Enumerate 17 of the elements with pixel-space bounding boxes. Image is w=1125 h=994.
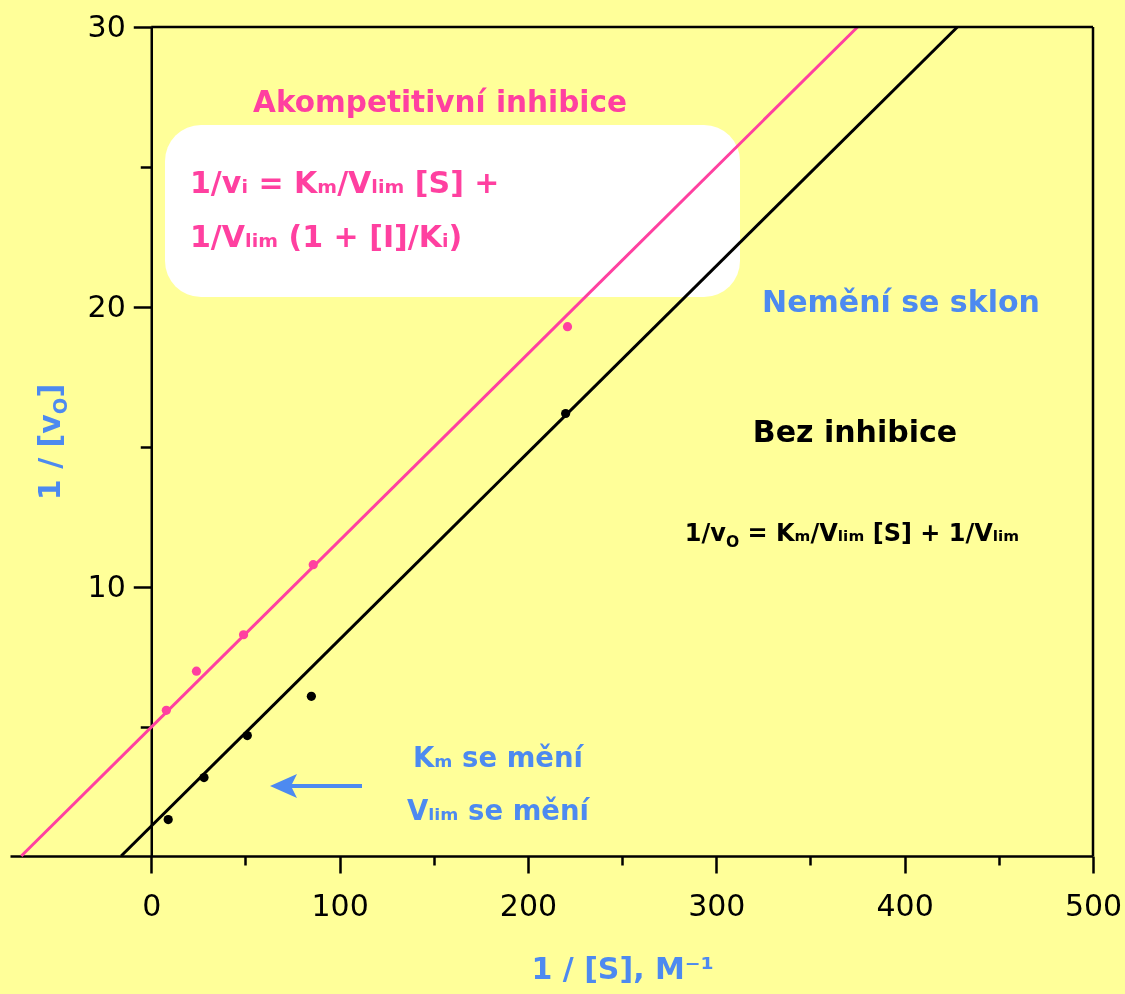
x-tick-label: 300 [688, 887, 746, 923]
y-tick-label: 10 [87, 568, 126, 604]
x-axis-title: 1 / [S], M⁻¹ [531, 950, 714, 986]
annotation: Kₘ se mění [412, 740, 584, 774]
x-tick-label: 400 [876, 887, 934, 923]
annotation: 1/vᵢ = Kₘ/Vₗᵢₘ [S] + 1/Vₗᵢₘ (1 + [I]/Kᵢ) [190, 164, 501, 256]
x-tick-label: 100 [311, 887, 369, 923]
y-tick-label: 20 [87, 288, 126, 324]
x-tick-label: 200 [499, 887, 558, 923]
y-tick-label: 30 [87, 8, 126, 44]
x-tick-label: 0 [142, 887, 162, 923]
annotation: Akompetitivní inhibice [253, 85, 627, 121]
x-tick-label: 500 [1064, 887, 1123, 923]
annotation: Bez inhibice [752, 414, 958, 450]
annotation: Nemění se sklon [762, 284, 1040, 320]
annotation: 1/v$_{O}$ = Kₘ/Vₗᵢₘ [S] + 1/Vₗᵢₘ [684, 518, 1020, 552]
annotation: Vₗᵢₘ se mění [406, 793, 590, 827]
